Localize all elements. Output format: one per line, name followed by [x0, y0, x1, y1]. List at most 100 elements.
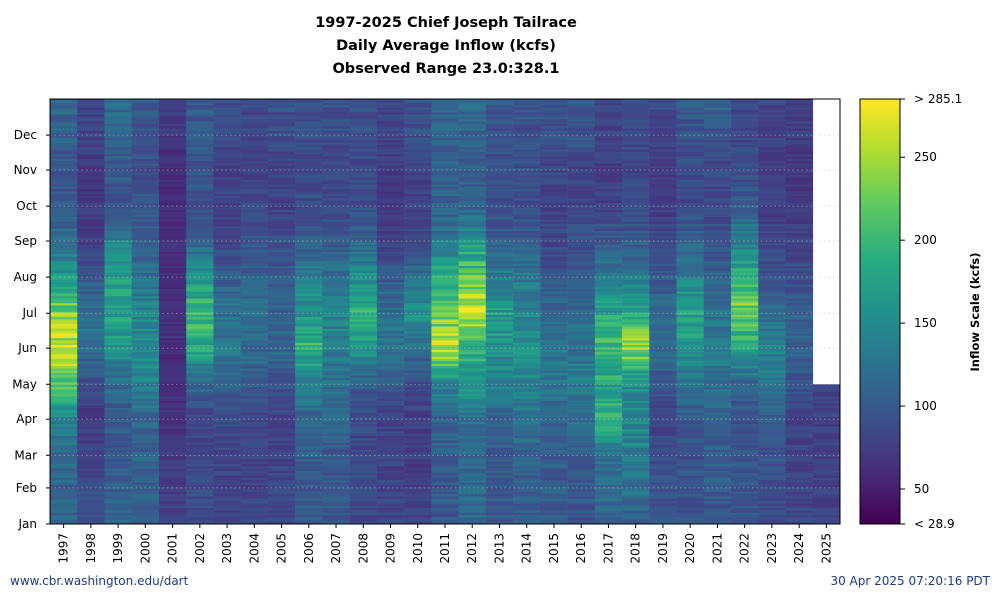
- heatmap-cell: [594, 503, 623, 506]
- heatmap-cell: [431, 433, 459, 436]
- heatmap-cell: [104, 316, 133, 320]
- heatmap-cell: [213, 121, 241, 124]
- heatmap-cell: [513, 321, 541, 325]
- heatmap-cell: [240, 256, 269, 259]
- heatmap-cell: [376, 302, 405, 306]
- heatmap-cell: [267, 475, 296, 478]
- heatmap-cell: [295, 302, 323, 306]
- heatmap-cell: [649, 461, 677, 464]
- heatmap-cell: [158, 209, 187, 213]
- heatmap-cell: [758, 433, 786, 436]
- heatmap-cell: [131, 123, 160, 127]
- heatmap-cell: [731, 363, 759, 367]
- heatmap-cell: [703, 260, 732, 264]
- heatmap-cell: [404, 337, 432, 341]
- heatmap-cell: [322, 309, 350, 313]
- heatmap-cell: [513, 358, 541, 362]
- heatmap-cell: [186, 463, 214, 467]
- heatmap-cell: [540, 107, 568, 110]
- heatmap-cell: [594, 144, 623, 148]
- heatmap-cell: [431, 463, 459, 467]
- heatmap-cell: [540, 160, 568, 164]
- heatmap-cell: [376, 316, 405, 320]
- heatmap-cell: [295, 274, 323, 278]
- heatmap-cell: [758, 489, 786, 492]
- heatmap-cell: [703, 470, 732, 474]
- heatmap-cell: [186, 503, 214, 506]
- heatmap-cell: [731, 402, 759, 406]
- heatmap-cell: [594, 242, 623, 245]
- heatmap-cell: [186, 228, 214, 231]
- heatmap-cell: [731, 121, 759, 124]
- heatmap-cell: [240, 477, 269, 481]
- heatmap-cell: [431, 258, 459, 262]
- heatmap-cell: [703, 186, 732, 190]
- heatmap-cell: [77, 323, 105, 327]
- heatmap-cell: [485, 102, 514, 106]
- heatmap-cell: [676, 447, 705, 450]
- heatmap-cell: [267, 139, 296, 143]
- heatmap-cell: [758, 447, 786, 450]
- heatmap-cell: [104, 370, 133, 374]
- heatmap-cell: [431, 507, 459, 511]
- heatmap-cell: [131, 284, 160, 287]
- heatmap-cell: [213, 405, 241, 408]
- heatmap-cell: [267, 121, 296, 124]
- heatmap-cell: [758, 104, 786, 108]
- heatmap-cell: [703, 430, 732, 434]
- heatmap-cell: [758, 312, 786, 315]
- heatmap-cell: [567, 500, 596, 504]
- heatmap-cell: [50, 246, 78, 250]
- heatmap-cell: [322, 235, 350, 238]
- heatmap-cell: [485, 132, 514, 136]
- heatmap-cell: [540, 510, 568, 513]
- heatmap-cell: [458, 202, 487, 206]
- heatmap-cell: [676, 514, 705, 518]
- heatmap-cell: [622, 498, 650, 502]
- heatmap-cell: [731, 170, 759, 173]
- heatmap-cell: [622, 286, 650, 290]
- heatmap-cell: [186, 305, 214, 308]
- heatmap-cell: [295, 260, 323, 264]
- heatmap-cell: [295, 477, 323, 481]
- heatmap-cell: [458, 386, 487, 390]
- heatmap-cell: [458, 102, 487, 106]
- heatmap-cell: [404, 305, 432, 308]
- heatmap-cell: [104, 193, 133, 197]
- heatmap-cell: [240, 223, 269, 227]
- heatmap-cell: [731, 251, 759, 255]
- heatmap-cell: [513, 239, 541, 243]
- heatmap-cell: [186, 307, 214, 311]
- heatmap-cell: [240, 184, 269, 187]
- heatmap-cell: [622, 409, 650, 413]
- heatmap-cell: [758, 116, 786, 120]
- heatmap-cell: [594, 256, 623, 259]
- heatmap-cell: [322, 384, 350, 387]
- heatmap-cell: [349, 433, 378, 436]
- heatmap-cell: [458, 270, 487, 273]
- heatmap-cell: [622, 367, 650, 371]
- heatmap-cell: [649, 468, 677, 471]
- heatmap-cell: [458, 379, 487, 383]
- heatmap-cell: [540, 249, 568, 252]
- heatmap-cell: [131, 202, 160, 206]
- heatmap-cell: [186, 468, 214, 471]
- heatmap-cell: [758, 239, 786, 243]
- heatmap-cell: [513, 393, 541, 397]
- heatmap-cell: [513, 163, 541, 166]
- heatmap-cell: [267, 419, 296, 422]
- heatmap-cell: [567, 281, 596, 285]
- heatmap-cell: [567, 328, 596, 332]
- heatmap-cell: [485, 142, 514, 145]
- heatmap-cell: [50, 302, 78, 306]
- heatmap-cell: [594, 284, 623, 287]
- heatmap-cell: [104, 228, 133, 231]
- heatmap-cell: [158, 470, 187, 474]
- heatmap-cell: [540, 414, 568, 418]
- heatmap-cell: [322, 100, 350, 103]
- heatmap-cell: [404, 510, 432, 513]
- heatmap-cell: [186, 416, 214, 420]
- heatmap-cell: [758, 211, 786, 215]
- heatmap-cell: [485, 137, 514, 141]
- heatmap-cell: [458, 260, 487, 264]
